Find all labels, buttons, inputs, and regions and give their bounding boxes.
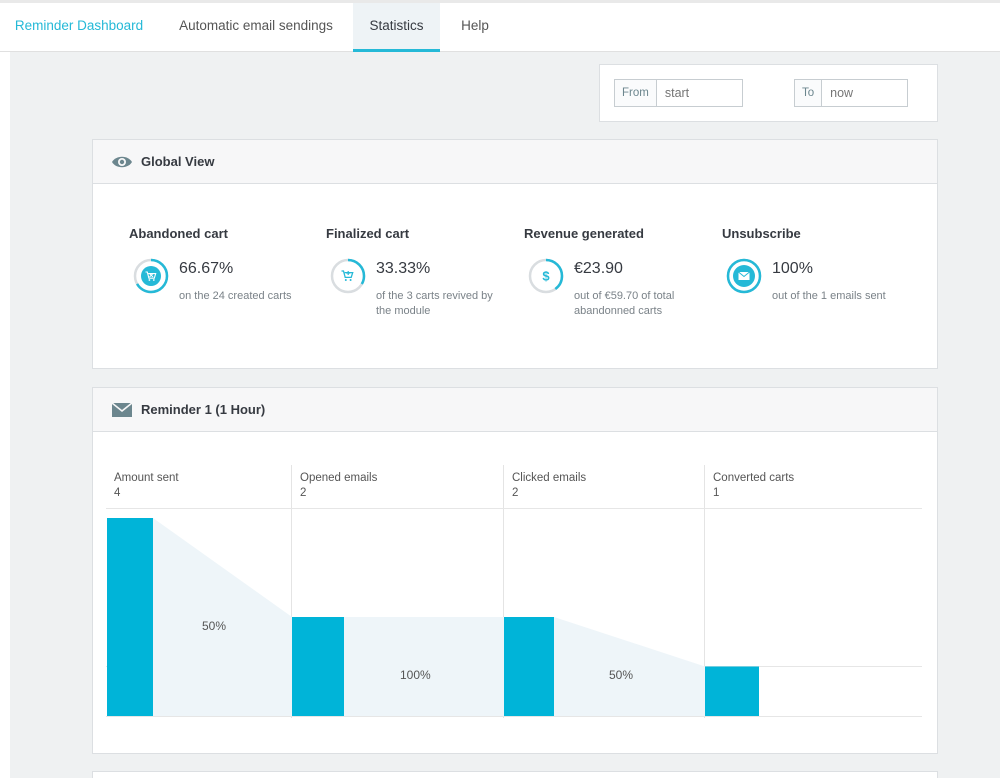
dollar-icon: $: [536, 266, 556, 286]
envelope-icon: [111, 402, 133, 417]
funnel-label: Amount sent: [114, 472, 179, 484]
global-view-body: Abandoned cart 66.67% on the 24 created …: [93, 184, 939, 370]
tab-reminder-dashboard[interactable]: Reminder Dashboard: [14, 18, 144, 33]
global-view-header: Global View: [93, 140, 937, 184]
funnel-value: 2: [512, 487, 519, 499]
top-tab-bar: Reminder Dashboard Automatic email sendi…: [0, 0, 1000, 52]
stat-title: Abandoned cart: [129, 226, 228, 241]
funnel-baseline: [106, 716, 922, 717]
from-date-field: From: [614, 79, 743, 107]
conversion-rate-label: 50%: [609, 668, 634, 682]
tab-statistics[interactable]: Statistics: [353, 3, 440, 52]
eye-icon: [112, 156, 132, 168]
global-view-panel: Global View Abandoned cart 66.67% on the…: [92, 139, 938, 369]
funnel-bars: [107, 518, 759, 716]
reminder-title: Reminder 1 (1 Hour): [141, 402, 266, 417]
stat-value: €23.90: [574, 260, 623, 277]
stat-value: 33.33%: [376, 260, 431, 277]
funnel-connector-area: [153, 518, 292, 716]
funnel-bar-clicked-emails: [504, 617, 554, 716]
funnel-top-gridline: [106, 508, 922, 509]
funnel-connector-area: [554, 617, 705, 716]
conversion-rate-label: 50%: [202, 619, 227, 633]
stat-title: Finalized cart: [326, 226, 410, 241]
stat-value: 66.67%: [179, 260, 234, 277]
date-filter: From To: [599, 64, 938, 122]
reminder-header: Reminder 1 (1 Hour): [93, 388, 937, 432]
global-view-title: Global View: [141, 154, 215, 169]
stat-description: out of €59.70 of total abandonned carts: [574, 290, 675, 317]
funnel-label: Opened emails: [300, 472, 378, 484]
funnel-bar-converted-carts: [705, 666, 759, 716]
funnel-value: 2: [300, 487, 307, 499]
column-divider: [704, 465, 705, 718]
conversion-rate-label: 100%: [400, 668, 431, 682]
funnel-label: Converted carts: [713, 472, 795, 484]
stat-description: of the 3 carts revived by the module: [376, 290, 493, 317]
svg-text:$: $: [542, 269, 550, 284]
funnel-bar-opened-emails: [292, 617, 344, 716]
progress-ring: [133, 258, 169, 294]
funnel-connector-area: [344, 617, 504, 716]
to-label: To: [795, 80, 823, 106]
funnel-value: 1: [713, 487, 720, 499]
stat-description: out of the 1 emails sent: [772, 290, 886, 302]
cart-add-icon: [341, 270, 354, 281]
stat-title: Revenue generated: [524, 226, 644, 241]
progress-ring: [726, 258, 762, 294]
funnel-value: 4: [114, 487, 121, 499]
funnel-chart: Amount sent 4 Opened emails 2 Clicked em…: [93, 432, 939, 755]
reminder-panel: Reminder 1 (1 Hour) Amount sent 4 Opened…: [92, 387, 938, 754]
envelope-icon: [738, 271, 750, 280]
next-panel: [92, 771, 938, 778]
tab-automatic-email-sendings[interactable]: Automatic email sendings: [179, 18, 333, 33]
stat-title: Unsubscribe: [722, 226, 801, 241]
tab-help[interactable]: Help: [461, 18, 489, 33]
column-divider: [503, 465, 504, 718]
from-date-input[interactable]: [656, 80, 742, 106]
to-date-field: To: [794, 79, 909, 107]
funnel-label: Clicked emails: [512, 472, 587, 484]
stat-description: on the 24 created carts: [179, 290, 292, 302]
column-divider: [291, 465, 292, 718]
progress-ring: [330, 258, 366, 294]
stat-value: 100%: [772, 260, 813, 277]
progress-ring: $: [528, 258, 564, 294]
to-date-input[interactable]: [822, 80, 908, 106]
from-label: From: [615, 80, 657, 106]
funnel-bar-amount-sent: [107, 518, 153, 716]
